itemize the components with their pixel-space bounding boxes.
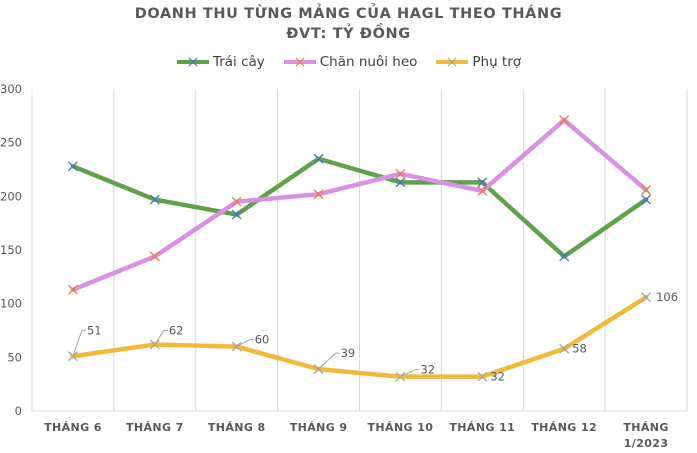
label-leader-line [154, 329, 168, 345]
chart-legend: Trái cây Chăn nuôi heo Phụ trợ [0, 54, 697, 70]
x-marker-icon[interactable] [313, 189, 324, 200]
x-tick-label: THÁNG 6 [44, 421, 102, 434]
y-tick-label: 0 [15, 404, 22, 418]
data-label: 58 [572, 342, 587, 356]
x-marker-icon[interactable] [477, 186, 488, 196]
x-tick-label: THÁNG 9 [290, 421, 348, 434]
series-line[interactable] [70, 294, 649, 379]
x-tick-label: THÁNG 8 [208, 421, 266, 434]
data-label: 106 [656, 290, 678, 304]
x-marker-icon[interactable] [67, 284, 78, 295]
series-line[interactable] [70, 156, 649, 259]
y-tick-label: 300 [0, 82, 22, 96]
x-tick-label: THÁNG 7 [126, 421, 184, 434]
x-marker-icon[interactable] [559, 115, 570, 126]
legend-label: Trái cây [212, 54, 265, 70]
data-label: 39 [341, 346, 356, 360]
x-tick-label: 1/2023 [624, 437, 669, 450]
x-marker-icon[interactable] [641, 194, 652, 205]
legend-item-chan-nuoi-heo[interactable]: Chăn nuôi heo [283, 54, 418, 70]
y-tick-label: 250 [0, 136, 22, 150]
data-label: 62 [169, 323, 184, 337]
label-leader-line [400, 369, 420, 378]
data-label: 51 [87, 323, 102, 337]
legend-label: Phụ trợ [472, 54, 522, 70]
legend-item-phu-tro[interactable]: Phụ trợ [435, 54, 521, 70]
x-marker-icon[interactable] [641, 184, 652, 195]
y-tick-label: 100 [0, 297, 22, 311]
data-labels: 51 62 60 39 32 32 58 106 [72, 290, 678, 384]
x-marker-icon[interactable] [231, 209, 242, 220]
x-tick-label: THÁNG 12 [531, 421, 597, 434]
legend-item-trai-cay[interactable]: Trái cây [176, 54, 265, 70]
y-tick-label: 50 [7, 350, 22, 364]
label-leader-line [318, 352, 340, 370]
data-series [67, 115, 652, 382]
x-axis: THÁNG 6 THÁNG 7 THÁNG 8 THÁNG 9 THÁNG 10 THÁN… [44, 421, 669, 450]
series-line[interactable] [70, 117, 649, 292]
x-marker-icon[interactable] [477, 177, 488, 188]
y-tick-label: 150 [0, 243, 22, 257]
gridlines [31, 89, 688, 412]
x-marker-icon[interactable] [395, 177, 406, 188]
x-marker-icon[interactable] [231, 196, 242, 207]
x-marker-icon[interactable] [67, 161, 78, 172]
x-tick-label: THÁNG [623, 421, 668, 434]
chart-title: DOANH THU TỪNG MẢNG CỦA HAGL THEO THÁNG [134, 6, 563, 22]
x-marker-icon[interactable] [149, 251, 160, 262]
data-label: 32 [420, 363, 435, 377]
x-marker-icon[interactable] [395, 168, 406, 179]
x-marker-icon[interactable] [559, 343, 570, 354]
y-tick-label: 200 [0, 189, 22, 203]
data-label: 32 [490, 370, 505, 384]
legend-line-marker-icon [436, 57, 469, 67]
y-axis: 0 50 100 150 200 250 300 [0, 82, 22, 418]
x-marker-icon[interactable] [641, 292, 652, 303]
x-marker-icon[interactable] [313, 153, 324, 164]
legend-line-marker-icon [176, 57, 209, 67]
legend-label: Chăn nuôi heo [319, 54, 418, 70]
x-marker-icon[interactable] [559, 251, 570, 262]
x-marker-icon[interactable] [477, 371, 488, 382]
x-marker-icon[interactable] [149, 194, 160, 205]
legend-line-marker-icon [283, 57, 316, 67]
data-label: 60 [255, 333, 270, 347]
label-leader-line [236, 339, 254, 348]
label-leader-line [72, 329, 86, 357]
chart-subtitle: ĐVT: TỶ ĐỒNG [286, 26, 411, 42]
x-tick-label: THÁNG 10 [368, 421, 434, 434]
x-tick-label: THÁNG 11 [449, 421, 515, 434]
